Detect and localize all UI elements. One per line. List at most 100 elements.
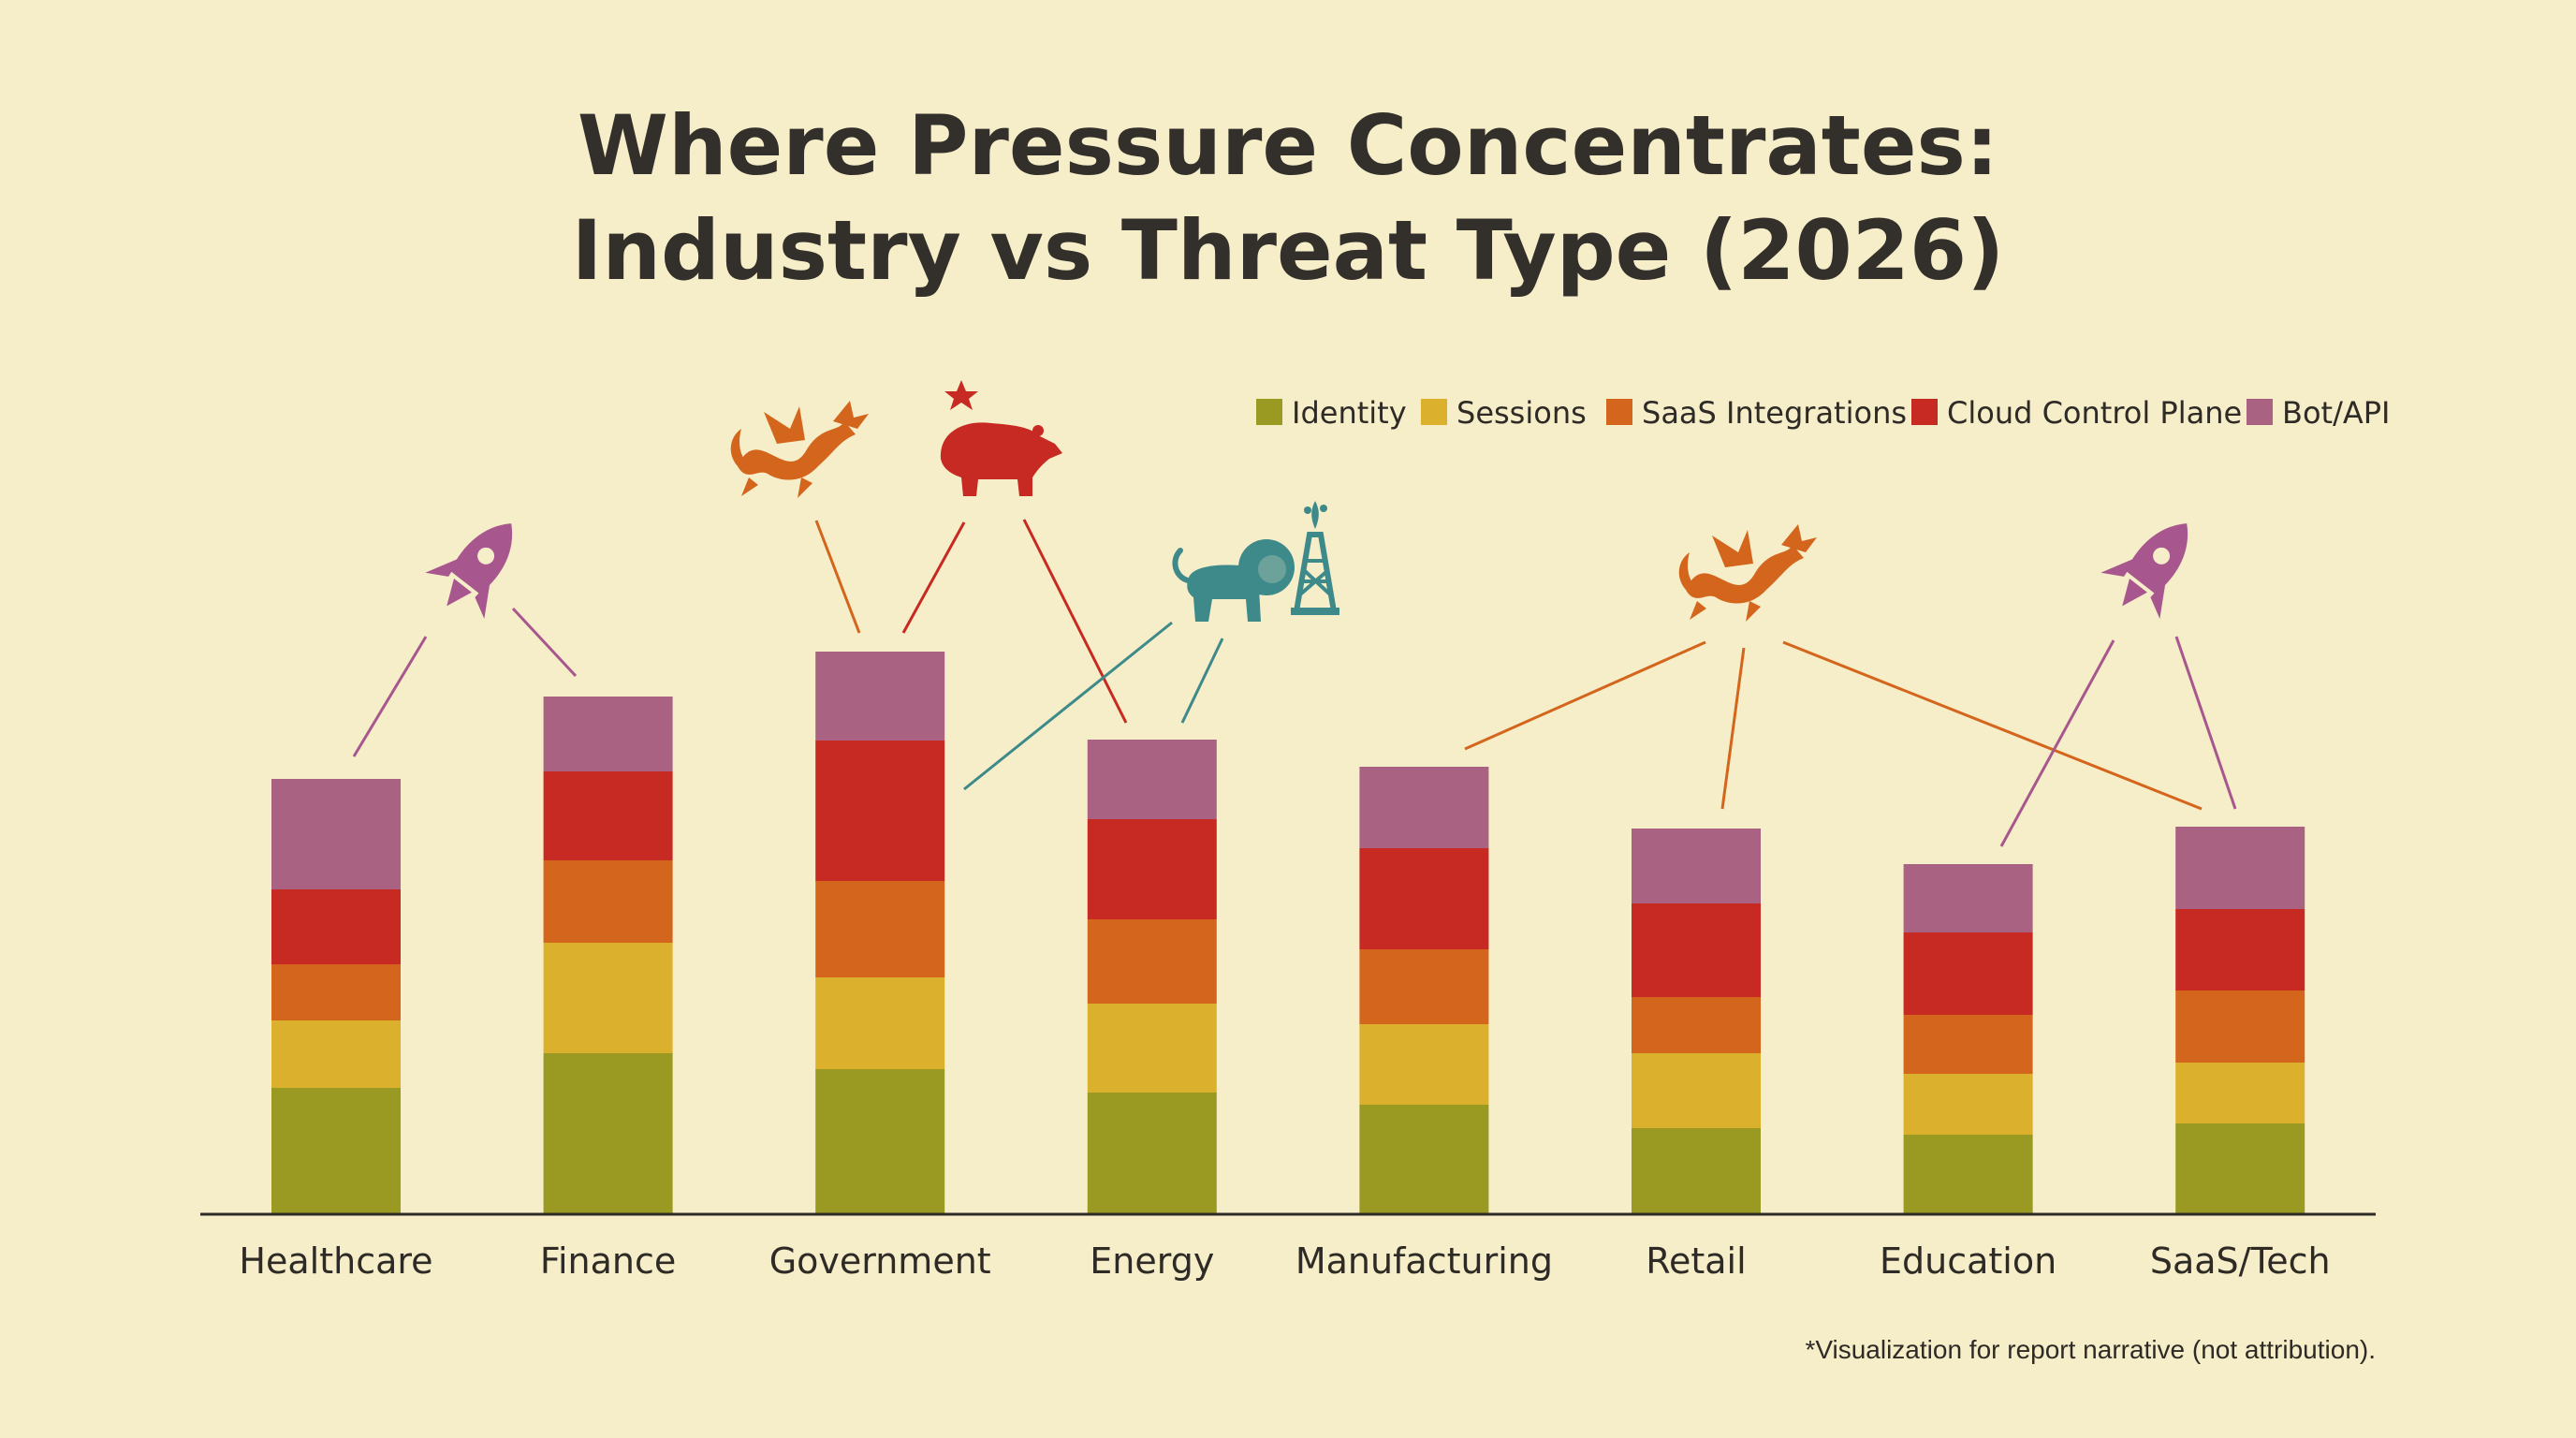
legend-item-bot-api: Bot/API xyxy=(2247,395,2390,431)
bar-saas-tech-saas-integrations xyxy=(2175,990,2305,1063)
bar-retail-bot-api xyxy=(1632,829,1761,903)
bar-energy-cloud-control-plane xyxy=(1087,819,1217,919)
bar-healthcare-sessions xyxy=(271,1020,401,1088)
legend-item-cloud-control-plane: Cloud Control Plane xyxy=(1911,395,2242,431)
bar-energy-sessions xyxy=(1087,1004,1217,1093)
connector-line xyxy=(1999,639,2115,847)
x-tick-label: Energy xyxy=(1090,1240,1214,1282)
legend-item-identity: Identity xyxy=(1256,395,1407,431)
legend-swatch xyxy=(1606,399,1632,425)
bar-manufacturing-identity xyxy=(1359,1105,1489,1214)
rocket-icon xyxy=(2100,523,2188,619)
bar-healthcare-saas-integrations xyxy=(271,964,401,1020)
bar-government-saas-integrations xyxy=(815,881,945,977)
x-tick-label: Finance xyxy=(540,1240,676,1282)
bar-finance-identity xyxy=(543,1053,673,1214)
footnote: *Visualization for report narrative (not… xyxy=(1805,1335,2376,1364)
bar-finance-bot-api xyxy=(543,697,673,771)
bar-healthcare-cloud-control-plane xyxy=(271,889,401,964)
bar-group-manufacturing xyxy=(1359,767,1489,1214)
bar-retail-saas-integrations xyxy=(1632,997,1761,1053)
legend-label: Identity xyxy=(1292,395,1407,431)
bar-retail-sessions xyxy=(1632,1053,1761,1128)
chart-title-line-2: Industry vs Threat Type (2026) xyxy=(571,202,2005,299)
connector-line xyxy=(2174,636,2237,810)
bar-saas-tech-identity xyxy=(2175,1123,2305,1214)
x-tick-label: Retail xyxy=(1646,1240,1746,1282)
bar-manufacturing-cloud-control-plane xyxy=(1359,848,1489,949)
bar-energy-saas-integrations xyxy=(1087,919,1217,1004)
annotation-connectors xyxy=(352,519,2237,847)
bar-group-healthcare xyxy=(271,779,401,1214)
bar-energy-bot-api xyxy=(1087,740,1217,819)
legend-item-saas-integrations: SaaS Integrations xyxy=(1606,395,1907,431)
bar-retail-cloud-control-plane xyxy=(1632,903,1761,997)
bar-group-government xyxy=(815,652,945,1214)
x-tick-label: Healthcare xyxy=(239,1240,432,1282)
legend-label: Bot/API xyxy=(2282,395,2390,431)
connector-line xyxy=(1180,638,1224,724)
bar-education-identity xyxy=(1903,1135,2033,1214)
chart-title-line-1: Where Pressure Concentrates: xyxy=(577,97,1999,194)
bar-government-cloud-control-plane xyxy=(815,741,945,881)
connector-line xyxy=(352,636,428,757)
bar-finance-saas-integrations xyxy=(543,860,673,943)
bar-government-bot-api xyxy=(815,652,945,741)
bar-government-identity xyxy=(815,1069,945,1214)
bar-group-energy xyxy=(1087,740,1217,1214)
connector-line xyxy=(814,520,861,634)
connector-line xyxy=(1022,519,1128,724)
bar-group-finance xyxy=(543,697,673,1214)
bar-finance-sessions xyxy=(543,943,673,1053)
legend: Identity Sessions SaaS Integrations Cloud C… xyxy=(1256,395,2390,431)
legend-item-sessions: Sessions xyxy=(1421,395,1587,431)
bar-group-saas-tech xyxy=(2175,827,2305,1214)
legend-label: SaaS Integrations xyxy=(1642,395,1907,431)
chart-title: Where Pressure Concentrates: Industry vs… xyxy=(0,94,2576,303)
legend-swatch xyxy=(2247,399,2273,425)
bar-group-education xyxy=(1903,864,2033,1214)
x-tick-label: SaaS/Tech xyxy=(2150,1240,2331,1282)
bar-manufacturing-sessions xyxy=(1359,1024,1489,1105)
legend-label: Sessions xyxy=(1456,395,1587,431)
oil-derrick-icon xyxy=(1291,501,1339,615)
connector-line xyxy=(1464,640,1706,751)
bar-healthcare-bot-api xyxy=(271,779,401,889)
dragon-icon xyxy=(730,401,869,498)
annotation-icons xyxy=(425,380,2188,622)
bar-education-sessions xyxy=(1903,1074,2033,1135)
bar-education-bot-api xyxy=(1903,864,2033,932)
bar-manufacturing-bot-api xyxy=(1359,767,1489,848)
connector-line xyxy=(511,607,578,678)
rocket-icon xyxy=(425,523,513,619)
connector-line xyxy=(1720,647,1746,810)
dragon-icon xyxy=(1678,524,1817,622)
bar-saas-tech-sessions xyxy=(2175,1063,2305,1123)
x-tick-label: Education xyxy=(1880,1240,2056,1282)
legend-swatch xyxy=(1911,399,1938,425)
bar-manufacturing-saas-integrations xyxy=(1359,949,1489,1024)
connector-line xyxy=(901,521,966,634)
bar-group-retail xyxy=(1632,829,1761,1214)
x-tick-label: Government xyxy=(769,1240,991,1282)
legend-label: Cloud Control Plane xyxy=(1947,395,2242,431)
bar-education-saas-integrations xyxy=(1903,1015,2033,1074)
bar-groups xyxy=(271,652,2305,1214)
connector-line xyxy=(963,621,1173,791)
x-tick-labels: Healthcare Finance Government Energy Manufac… xyxy=(239,1240,2330,1282)
bear-icon xyxy=(940,380,1062,496)
bar-healthcare-identity xyxy=(271,1088,401,1214)
bar-government-sessions xyxy=(815,977,945,1069)
connector-line xyxy=(1782,640,2203,811)
bar-energy-identity xyxy=(1087,1093,1217,1214)
bar-saas-tech-bot-api xyxy=(2175,827,2305,909)
legend-swatch xyxy=(1256,399,1282,425)
bar-retail-identity xyxy=(1632,1128,1761,1214)
x-tick-label: Manufacturing xyxy=(1295,1240,1553,1282)
bar-saas-tech-cloud-control-plane xyxy=(2175,909,2305,990)
bar-finance-cloud-control-plane xyxy=(543,771,673,860)
lion-icon xyxy=(1172,539,1295,622)
bar-education-cloud-control-plane xyxy=(1903,932,2033,1015)
